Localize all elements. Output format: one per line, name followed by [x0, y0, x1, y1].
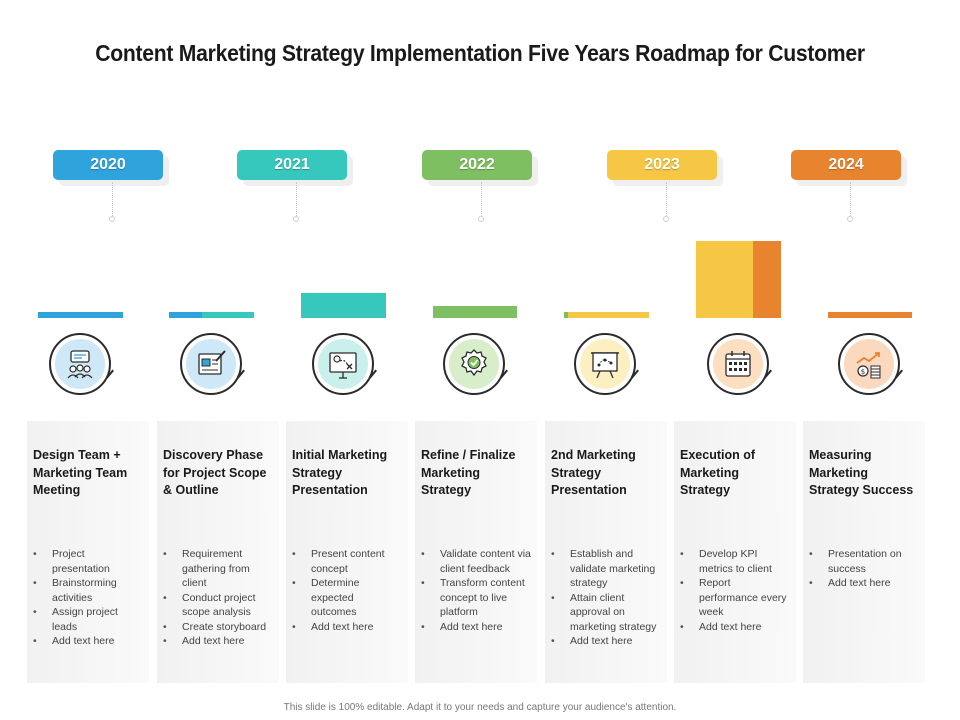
year-2021-badge: 2021 [237, 150, 353, 186]
step-title: Discovery Phase for Project Scope & Outl… [163, 448, 267, 497]
slide-footer-note: This slide is 100% editable. Adapt it to… [283, 702, 677, 713]
list-item: Create storyboard [163, 620, 273, 635]
step-card-6: Execution of Marketing Strategy Develop … [674, 421, 796, 683]
step-title: Design Team + Marketing Team Meeting [33, 448, 128, 497]
connector-dot [847, 216, 853, 222]
list-item: Add text here [163, 634, 273, 649]
team-meeting-icon [49, 333, 114, 395]
list-item: Report performance every week [680, 576, 790, 620]
year-2022-badge: 2022 [422, 150, 538, 186]
connector-line [112, 182, 113, 218]
connector-dot [478, 216, 484, 222]
year-2020-badge: 2020 [53, 150, 169, 186]
list-item: Establish and validate marketing strateg… [551, 547, 661, 591]
step-bullet-list: Requirement gathering from client Conduc… [163, 547, 273, 649]
list-item: Add text here [551, 634, 661, 649]
slide-title: Content Marketing Strategy Implementatio… [95, 40, 865, 66]
year-label: 2023 [607, 150, 717, 180]
list-item: Transform content concept to live platfo… [421, 576, 531, 620]
svg-text:$: $ [861, 368, 865, 376]
year-2024-badge: 2024 [791, 150, 907, 186]
list-item: Present content concept [292, 547, 402, 576]
growth-coins-icon: $ [838, 333, 903, 395]
timeline-bar-7 [828, 312, 912, 318]
step-title: 2nd Marketing Strategy Presentation [551, 448, 636, 497]
step-bullet-list: Establish and validate marketing strateg… [551, 547, 661, 649]
connector-line [296, 182, 297, 218]
step-bullet-list: Develop KPI metrics to client Report per… [680, 547, 790, 634]
step-bullet-list: Validate content via client feedback Tra… [421, 547, 531, 634]
connector-dot [663, 216, 669, 222]
step-bullet-list: Project presentation Brainstorming activ… [33, 547, 143, 649]
connector-line [481, 182, 482, 218]
list-item: Add text here [809, 576, 919, 591]
strategy-board-icon [312, 333, 377, 395]
step-card-7: Measuring Marketing Strategy Success Pre… [803, 421, 925, 683]
step-bullet-list: Presentation on success Add text here [809, 547, 919, 591]
year-label: 2022 [422, 150, 532, 180]
step-card-5: 2nd Marketing Strategy Presentation Esta… [545, 421, 667, 683]
timeline-bar-5a [564, 312, 568, 318]
connector-dot [109, 216, 115, 222]
step-card-4: Refine / Finalize Marketing Strategy Val… [415, 421, 537, 683]
timeline-bar-2a [169, 312, 202, 318]
step-title: Initial Marketing Strategy Presentation [292, 448, 388, 497]
step-card-1: Design Team + Marketing Team Meeting Pro… [27, 421, 149, 683]
step-title: Measuring Marketing Strategy Success [809, 448, 914, 497]
list-item: Assign project leads [33, 605, 143, 634]
list-item: Project presentation [33, 547, 143, 576]
timeline-bar-4 [433, 306, 517, 318]
list-item: Requirement gathering from client [163, 547, 273, 591]
list-item: Add text here [680, 620, 790, 635]
year-2023-badge: 2023 [607, 150, 723, 186]
list-item: Add text here [33, 634, 143, 649]
step-title: Refine / Finalize Marketing Strategy [421, 448, 516, 497]
step-card-2: Discovery Phase for Project Scope & Outl… [157, 421, 279, 683]
timeline-bar-1 [38, 312, 123, 318]
connector-line [666, 182, 667, 218]
presentation-board-icon [574, 333, 639, 395]
timeline-bar-5b [568, 312, 649, 318]
calendar-icon [707, 333, 772, 395]
connector-dot [293, 216, 299, 222]
connector-line [850, 182, 851, 218]
list-item: Add text here [421, 620, 531, 635]
list-item: Determine expected outcomes [292, 576, 402, 620]
year-label: 2020 [53, 150, 163, 180]
step-card-3: Initial Marketing Strategy Presentation … [286, 421, 408, 683]
timeline-bar-2b [202, 312, 254, 318]
timeline-bar-6a [696, 241, 753, 318]
timeline-bar-6b [753, 241, 781, 318]
year-label: 2024 [791, 150, 901, 180]
approval-badge-icon [443, 333, 508, 395]
list-item: Brainstorming activities [33, 576, 143, 605]
list-item: Validate content via client feedback [421, 547, 531, 576]
list-item: Attain client approval on marketing stra… [551, 591, 661, 635]
timeline-bar-3 [301, 293, 386, 318]
step-title: Execution of Marketing Strategy [680, 448, 756, 497]
list-item: Presentation on success [809, 547, 919, 576]
blueprint-pencil-icon [180, 333, 245, 395]
list-item: Conduct project scope analysis [163, 591, 273, 620]
list-item: Develop KPI metrics to client [680, 547, 790, 576]
list-item: Add text here [292, 620, 402, 635]
year-label: 2021 [237, 150, 347, 180]
step-bullet-list: Present content concept Determine expect… [292, 547, 402, 634]
